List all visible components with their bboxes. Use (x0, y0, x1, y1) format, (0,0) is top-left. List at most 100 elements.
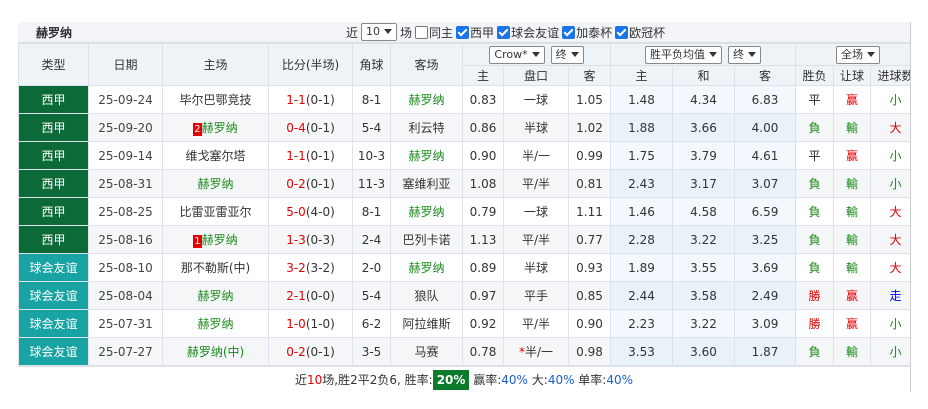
euro-odds: 3.79 (672, 141, 735, 170)
filter-option[interactable]: 球会友谊 (497, 24, 559, 41)
team-title: 赫罗纳 (36, 26, 73, 40)
half-score: (3-2) (305, 260, 335, 275)
corners: 6-2 (352, 309, 391, 338)
corners: 8-1 (352, 197, 391, 226)
handicap-line: 半球 (503, 253, 569, 282)
full-score: 5-0 (286, 204, 306, 219)
league: 球会友谊 (18, 253, 89, 282)
column-subheader: 客 (734, 65, 796, 86)
handicap-line: 半/一 (503, 141, 569, 170)
league: 西甲 (18, 225, 89, 254)
home-odds: 0.83 (462, 85, 504, 114)
checkbox[interactable] (497, 25, 511, 39)
summary: 近10场,胜2平2负6, 胜率: 20% 赢率:40% 大:40% 单率:40% (18, 366, 910, 392)
outcome-result: 負 (795, 113, 834, 142)
euro-odds: 1.87 (734, 337, 796, 366)
column-subheader: 主 (462, 65, 504, 86)
away-team: 利云特 (390, 113, 463, 142)
summary-part: 40% (501, 373, 528, 387)
count-select[interactable]: 10 (361, 23, 398, 41)
euro-odds: 2.23 (610, 309, 673, 338)
outcome-ou: 大 (870, 253, 910, 282)
select-group: 全场 (795, 43, 910, 66)
score: 1-0(1-0) (268, 309, 353, 338)
option-label: 欧冠杯 (629, 25, 666, 40)
away-odds: 0.98 (568, 337, 611, 366)
home-odds: 0.89 (462, 253, 504, 282)
line-text: 一球 (523, 205, 548, 219)
outcome-handicap: 輸 (833, 337, 871, 366)
filter-option[interactable]: 欧冠杯 (615, 24, 665, 41)
full-score: 3-2 (286, 260, 306, 275)
away-team: 阿拉维斯 (390, 309, 463, 338)
header-select[interactable]: Crow* (489, 45, 545, 64)
match-row: 球会友谊 25-08-04 赫罗纳 2-1(0-0) 5-4 狼队 0.97 平手 0.85 2.… (18, 281, 910, 310)
line-text: 半球 (523, 121, 548, 135)
checkbox[interactable] (615, 25, 629, 39)
full-score: 0-2 (286, 344, 306, 359)
summary-part: 单率: (574, 373, 607, 387)
away-team: 赫罗纳 (390, 141, 463, 170)
league: 球会友谊 (18, 337, 89, 366)
checkbox[interactable] (415, 25, 429, 39)
filter-option[interactable]: 同主 (415, 24, 453, 41)
corners: 5-4 (352, 281, 391, 310)
match-row: 西甲 25-09-24 毕尔巴鄂竞技 1-1(0-1) 8-1 赫罗纳 0.83 一球 1.05… (18, 85, 910, 114)
home-odds: 1.13 (462, 225, 504, 254)
select-group: Crow* 终 (462, 43, 611, 66)
outcome-handicap: 輸 (833, 113, 871, 142)
full-score: 0-4 (286, 120, 306, 135)
line-text: 平手 (523, 289, 548, 303)
home-team: 比雷亚雷亚尔 (162, 197, 269, 226)
euro-odds: 1.46 (610, 197, 673, 226)
filter-option[interactable]: 西甲 (456, 24, 494, 41)
away-team: 巴列卡诺 (390, 225, 463, 254)
euro-odds: 4.58 (672, 197, 735, 226)
checkbox[interactable] (456, 25, 470, 39)
outcome-result: 勝 (795, 309, 834, 338)
handicap-line: 一球 (503, 85, 569, 114)
home-name: 赫罗纳 (201, 121, 238, 135)
league: 球会友谊 (18, 281, 89, 310)
column-header: 日期 (88, 43, 163, 86)
option-label: 西甲 (470, 25, 495, 40)
score: 1-3(0-3) (268, 225, 353, 254)
euro-odds: 3.22 (672, 225, 735, 254)
outcome-ou: 小 (870, 141, 910, 170)
full-score: 1-1 (286, 92, 306, 107)
checkbox[interactable] (562, 25, 576, 39)
home-name: 那不勒斯(中) (180, 261, 251, 275)
header-select[interactable]: 终 (550, 45, 584, 64)
match-row: 西甲 25-08-31 赫罗纳 0-2(0-1) 11-3 塞维利亚 1.08 平/半 0.81… (18, 169, 910, 198)
line-text: 平/半 (521, 177, 551, 191)
header-select[interactable]: 终 (728, 45, 761, 64)
home-team: 赫罗纳(中) (162, 337, 269, 366)
outcome-result: 負 (795, 225, 834, 254)
home-odds: 0.79 (462, 197, 504, 226)
corners: 2-4 (352, 225, 391, 254)
filter-suffix: 场 (400, 25, 413, 40)
corners: 2-0 (352, 253, 391, 282)
column-subheader: 和 (672, 65, 735, 86)
score: 2-1(0-0) (268, 281, 353, 310)
option-label: 同主 (429, 25, 454, 40)
half-score: (4-0) (305, 204, 335, 219)
home-name: 比雷亚雷亚尔 (179, 205, 252, 219)
date: 25-08-10 (88, 253, 163, 282)
away-odds: 0.77 (568, 225, 611, 254)
match-table: 类型 日期 主场 比分(半场) 角球 客场 Crow* 终胜平负均值终全场主盘口客主和客胜负让… (18, 43, 910, 366)
header-select[interactable]: 全场 (836, 45, 880, 64)
filter-option[interactable]: 加泰杯 (562, 24, 612, 41)
home-name: 赫罗纳 (197, 177, 234, 191)
half-score: (0-1) (305, 344, 335, 359)
away-odds: 1.11 (568, 197, 611, 226)
corners: 5-4 (352, 113, 391, 142)
euro-odds: 3.66 (672, 113, 735, 142)
date: 25-07-31 (88, 309, 163, 338)
corners: 3-5 (352, 337, 391, 366)
column-header: 主场 (162, 43, 269, 86)
header-select[interactable]: 胜平负均值 (645, 45, 722, 64)
top-bar: 赫罗纳 近 10 场 同主 西甲 球会友谊 加泰杯 欧冠杯 (18, 22, 910, 43)
match-row: 西甲 25-08-25 比雷亚雷亚尔 5-0(4-0) 8-1 赫罗纳 0.79 一球 1.11… (18, 197, 910, 226)
handicap-line: 平/半 (503, 169, 569, 198)
